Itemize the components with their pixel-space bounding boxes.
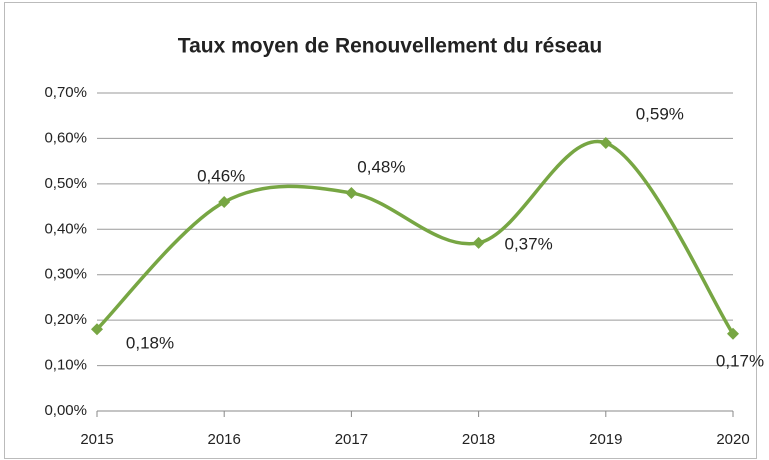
chart-frame [4, 2, 757, 459]
x-tick-label: 2017 [335, 431, 368, 448]
point-marker [91, 323, 103, 336]
data-label: 0,59% [636, 104, 684, 123]
point-marker [727, 327, 739, 340]
y-tick-label: 0,00% [44, 402, 87, 419]
point-marker [472, 236, 485, 249]
x-tick-label: 2018 [462, 431, 495, 448]
x-tick-label: 2015 [80, 431, 113, 448]
series-line [95, 139, 735, 335]
point-marker [218, 196, 231, 209]
data-label: 0,37% [504, 234, 552, 253]
y-tick-label: 0,20% [44, 311, 87, 328]
x-tick-label: 2019 [589, 431, 622, 448]
x-tick-label: 2016 [208, 431, 241, 448]
y-tick-label: 0,70% [44, 84, 87, 101]
point-marker [345, 186, 358, 199]
y-tick-label: 0,40% [44, 220, 87, 237]
point-marker [599, 136, 612, 149]
data-label: 0,48% [357, 157, 405, 176]
chart-title: Taux moyen de Renouvellement du réseau [178, 35, 602, 58]
y-tick-label: 0,30% [44, 266, 87, 283]
data-label: 0,46% [197, 167, 245, 186]
y-tick-label: 0,50% [44, 175, 87, 192]
data-label: 0,18% [126, 334, 174, 353]
y-tick-label: 0,10% [44, 357, 87, 374]
x-tick-label: 2020 [716, 431, 749, 448]
y-tick-label: 0,60% [44, 129, 87, 146]
data-label: 0,17% [716, 351, 764, 370]
